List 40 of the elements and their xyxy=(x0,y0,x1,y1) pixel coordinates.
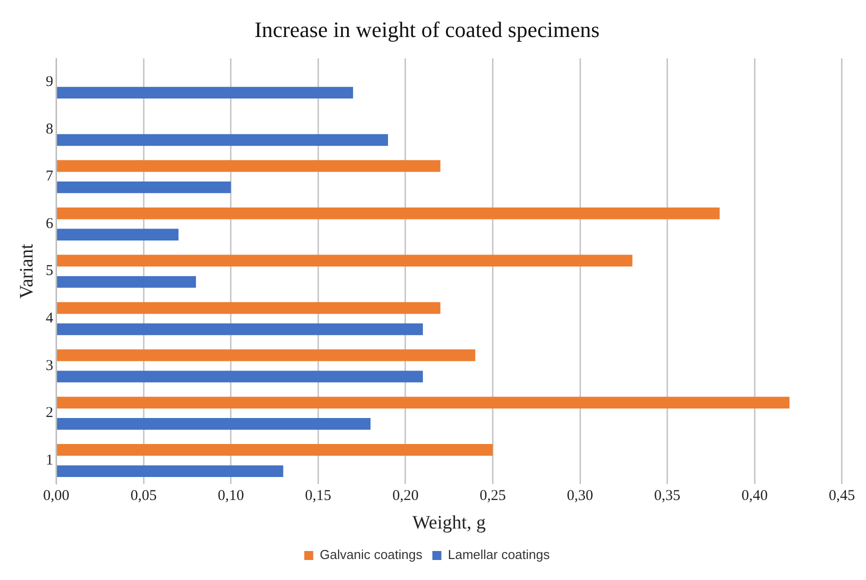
y-tick-label: 6 xyxy=(46,216,54,232)
x-tick-label: 0,15 xyxy=(305,488,332,504)
bar xyxy=(57,444,493,456)
legend-label: Galvanic coatings xyxy=(320,547,423,562)
x-tick-label: 0,35 xyxy=(654,488,680,504)
y-tick-label: 4 xyxy=(46,310,54,327)
y-tick-label: 8 xyxy=(46,121,54,138)
legend-label: Lamellar coatings xyxy=(448,547,550,562)
bar xyxy=(57,302,440,314)
y-tick-label: 7 xyxy=(46,168,54,185)
bar xyxy=(57,370,423,382)
bar xyxy=(57,207,720,220)
y-tick-label: 2 xyxy=(46,405,54,422)
bar xyxy=(57,418,371,430)
bar xyxy=(57,465,284,478)
y-tick-label: 9 xyxy=(46,74,54,90)
x-tick-label: 0,25 xyxy=(480,488,506,504)
y-axis-title: Variant xyxy=(16,243,38,299)
bar xyxy=(57,396,790,408)
bar xyxy=(57,276,196,288)
bar xyxy=(57,160,440,172)
y-tick-label: 5 xyxy=(46,263,54,280)
x-axis-title: Weight, g xyxy=(412,512,486,534)
bar xyxy=(57,228,178,240)
y-tick-label: 1 xyxy=(46,452,54,468)
bar xyxy=(57,181,231,194)
x-tick-label: 0,45 xyxy=(828,488,855,504)
x-tick-label: 0,30 xyxy=(566,488,594,504)
x-tick-label: 0,05 xyxy=(130,488,157,504)
x-tick-label: 0,40 xyxy=(741,488,768,504)
bar xyxy=(57,349,476,362)
x-tick-label: 0,10 xyxy=(218,488,244,504)
x-tick-label: 0,00 xyxy=(43,488,70,504)
bar xyxy=(57,323,423,336)
chart-title: Increase in weight of coated specimens xyxy=(254,16,600,42)
y-tick-label: 3 xyxy=(46,358,54,374)
bar xyxy=(57,254,632,267)
bar xyxy=(57,86,354,99)
x-tick-label: 0,20 xyxy=(392,488,419,504)
bar xyxy=(57,134,388,146)
